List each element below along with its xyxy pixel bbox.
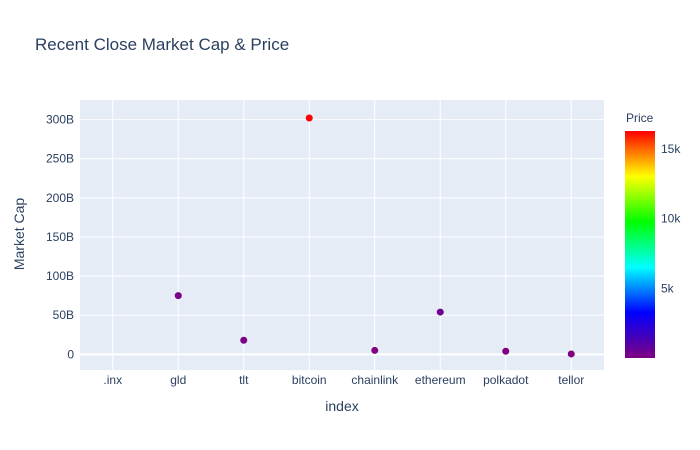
- colorbar-tick-label: 5k: [661, 281, 675, 295]
- data-points: [174, 114, 575, 358]
- y-tick-label: 250B: [46, 152, 74, 166]
- data-point-chainlink[interactable]: [371, 346, 379, 354]
- colorbar-tick-label: 10k: [661, 212, 681, 226]
- data-point-gld[interactable]: [174, 292, 182, 300]
- data-point-tlt[interactable]: [240, 336, 248, 344]
- data-point-bitcoin[interactable]: [305, 114, 313, 122]
- y-tick-label: 200B: [46, 191, 74, 205]
- y-axis-title: Market Cap: [11, 198, 27, 271]
- colorbar: [625, 131, 655, 358]
- y-tick-label: 50B: [53, 308, 74, 322]
- colorbar-title: Price: [626, 111, 654, 125]
- x-tick-label: bitcoin: [292, 373, 327, 387]
- x-tick-label: gld: [170, 373, 186, 387]
- y-tick-label: 300B: [46, 113, 74, 127]
- x-tick-label: chainlink: [351, 373, 399, 387]
- x-axis-title: index: [325, 398, 358, 414]
- y-tick-label: 150B: [46, 230, 74, 244]
- data-point-ethereum[interactable]: [436, 308, 444, 316]
- y-axis-ticks: 0 50B 100B 150B 200B 250B 300B: [46, 113, 74, 362]
- colorbar-ticks: 5k 10k 15k: [661, 142, 681, 295]
- x-tick-label: tlt: [239, 373, 249, 387]
- grid-lines: [80, 100, 604, 370]
- chart-title: Recent Close Market Cap & Price: [35, 35, 289, 54]
- data-point-polkadot[interactable]: [502, 347, 510, 355]
- x-tick-label: .inx: [103, 373, 122, 387]
- data-point-tellor[interactable]: [567, 350, 575, 358]
- y-tick-label: 0: [67, 347, 74, 361]
- x-tick-label: tellor: [558, 373, 584, 387]
- plot-area: [80, 100, 604, 370]
- x-axis-ticks: .inx gld tlt bitcoin chainlink ethereum polkad…: [103, 373, 584, 387]
- colorbar-tick-label: 15k: [661, 142, 681, 156]
- x-tick-label: polkadot: [483, 373, 529, 387]
- x-tick-label: ethereum: [415, 373, 466, 387]
- y-tick-label: 100B: [46, 269, 74, 283]
